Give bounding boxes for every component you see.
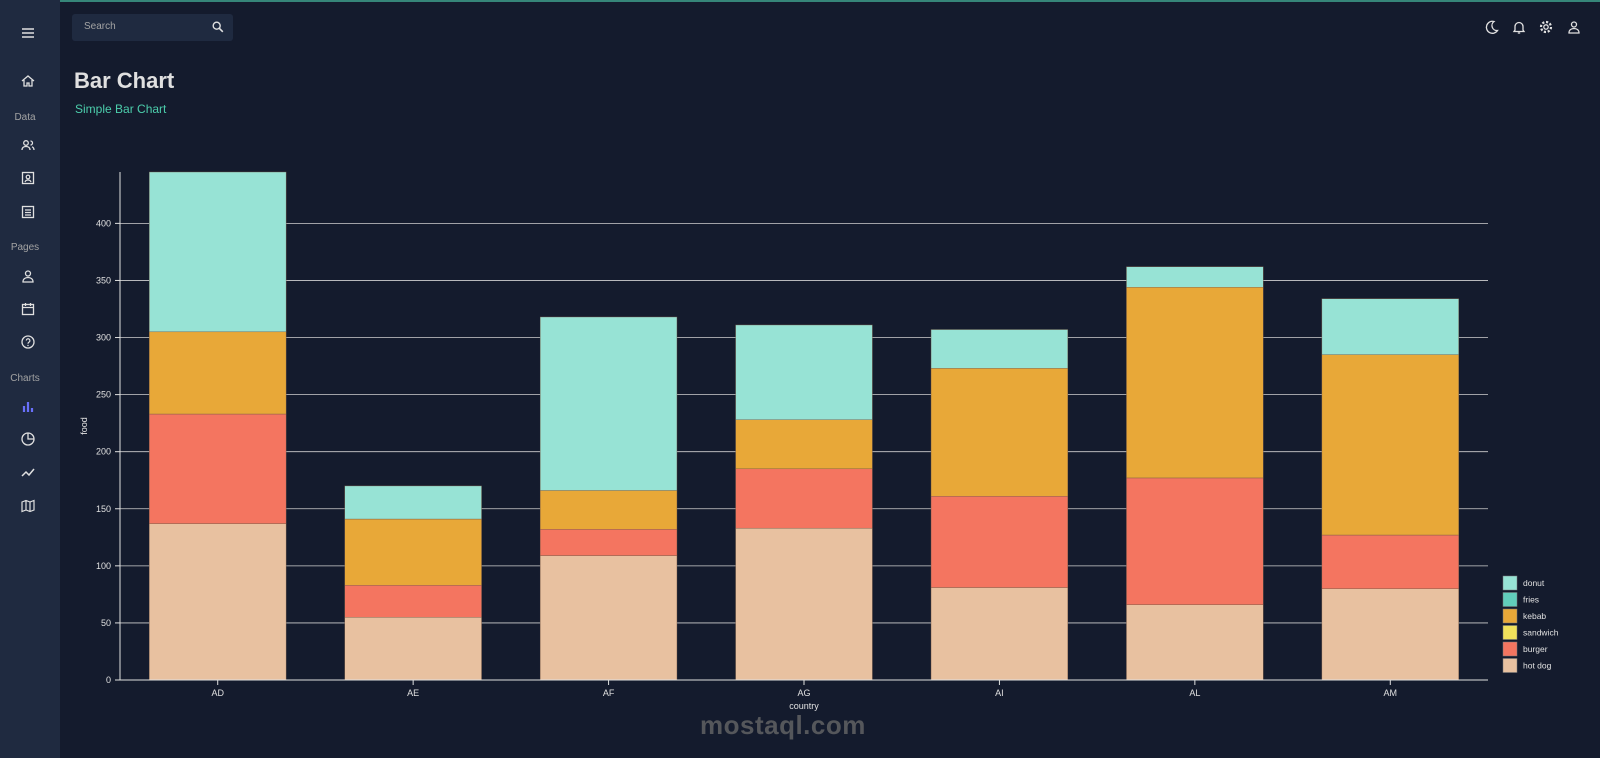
bar-segment <box>149 331 287 415</box>
legend-label: donut <box>1523 578 1545 588</box>
bar-segment <box>1321 298 1459 355</box>
page-subtitle: Simple Bar Chart <box>75 102 167 116</box>
y-tick-label: 400 <box>96 218 111 228</box>
pie-chart-icon[interactable] <box>18 429 38 449</box>
sidebar-section-charts: Charts <box>10 373 40 384</box>
legend-label: burger <box>1523 644 1548 654</box>
bar-segment <box>1126 604 1264 681</box>
sidebar-section-pages: Pages <box>10 242 40 253</box>
bar-segment <box>1126 287 1264 479</box>
legend-swatch <box>1502 592 1518 607</box>
bar-segment <box>930 368 1069 497</box>
y-tick-label: 0 <box>106 675 111 685</box>
bar-segment <box>344 617 482 681</box>
y-tick-label: 150 <box>96 504 111 514</box>
legend-swatch <box>1502 608 1518 624</box>
bar-segment <box>1321 588 1459 681</box>
x-tick-label: AE <box>407 688 419 698</box>
search-input[interactable]: Search <box>84 21 116 32</box>
bar-segment <box>539 555 678 681</box>
bar-segment <box>539 529 678 556</box>
page-title: Bar Chart <box>74 68 175 93</box>
bar-segment <box>344 585 482 618</box>
bar-segment <box>344 485 482 520</box>
user-icon[interactable] <box>1566 19 1582 35</box>
calendar-icon[interactable] <box>18 299 38 319</box>
y-axis-label: food <box>79 417 89 435</box>
bar-segment <box>735 468 873 529</box>
bar-chart: 0 50 100 150 200 250 300 350 400 AD AE AF AG AI AL AM co… <box>79 171 1559 711</box>
invoices-icon[interactable] <box>18 202 38 222</box>
x-tick-label: AL <box>1189 688 1200 698</box>
bar-segment <box>735 527 873 681</box>
legend-swatch <box>1502 641 1518 657</box>
menu-icon[interactable] <box>18 23 38 43</box>
home-icon[interactable] <box>18 71 38 91</box>
bar-segment <box>1126 266 1264 288</box>
legend-label: sandwich <box>1523 628 1559 638</box>
y-tick-label: 300 <box>96 333 111 343</box>
bar-segment <box>539 490 678 530</box>
x-tick-label: AM <box>1384 688 1398 698</box>
notifications-icon[interactable] <box>1511 19 1527 35</box>
legend-swatch <box>1502 575 1518 591</box>
team-icon[interactable] <box>18 135 38 155</box>
bar-segment <box>149 523 287 681</box>
y-tick-label: 50 <box>101 618 111 628</box>
legend-swatch <box>1502 658 1518 673</box>
bar-segment <box>735 419 873 470</box>
bar-segment <box>1321 354 1459 536</box>
sidebar: Data Pages Charts <box>0 0 60 758</box>
y-tick-label: 100 <box>96 561 111 571</box>
bar-segment <box>1321 534 1459 589</box>
x-tick-label: AG <box>797 688 810 698</box>
bar-segment <box>344 518 482 586</box>
bar-chart-icon[interactable] <box>18 397 38 417</box>
help-icon[interactable] <box>18 332 38 352</box>
bar-segment <box>930 329 1069 369</box>
legend-label: kebab <box>1523 611 1546 621</box>
search-bar[interactable]: Search <box>72 14 233 41</box>
sidebar-section-data: Data <box>14 112 36 123</box>
top-accent-line <box>0 0 1600 2</box>
y-tick-label: 350 <box>96 275 111 285</box>
bar-segment <box>930 496 1069 588</box>
bar-segment <box>930 587 1069 681</box>
watermark: mostaql.com <box>700 710 866 740</box>
bar-segment <box>1126 477 1264 605</box>
search-icon[interactable] <box>211 20 225 34</box>
x-tick-label: AF <box>603 688 615 698</box>
bar-segment <box>149 171 287 333</box>
x-tick-label: AI <box>995 688 1004 698</box>
profile-form-icon[interactable] <box>18 266 38 286</box>
legend-swatch <box>1502 625 1518 640</box>
legend-label: fries <box>1523 595 1539 605</box>
x-axis-label: country <box>789 701 819 711</box>
bar-segment <box>735 324 873 420</box>
dark-mode-icon[interactable] <box>1484 19 1500 35</box>
x-tick-label: AD <box>211 688 224 698</box>
settings-icon[interactable] <box>1538 19 1554 35</box>
legend-label: hot dog <box>1523 661 1552 671</box>
y-tick-label: 200 <box>96 447 111 457</box>
bar-segment <box>149 413 287 524</box>
y-tick-label: 250 <box>96 390 111 400</box>
contacts-icon[interactable] <box>18 168 38 188</box>
bar-segment <box>539 316 678 491</box>
line-chart-icon[interactable] <box>18 462 38 482</box>
map-icon[interactable] <box>18 496 38 516</box>
